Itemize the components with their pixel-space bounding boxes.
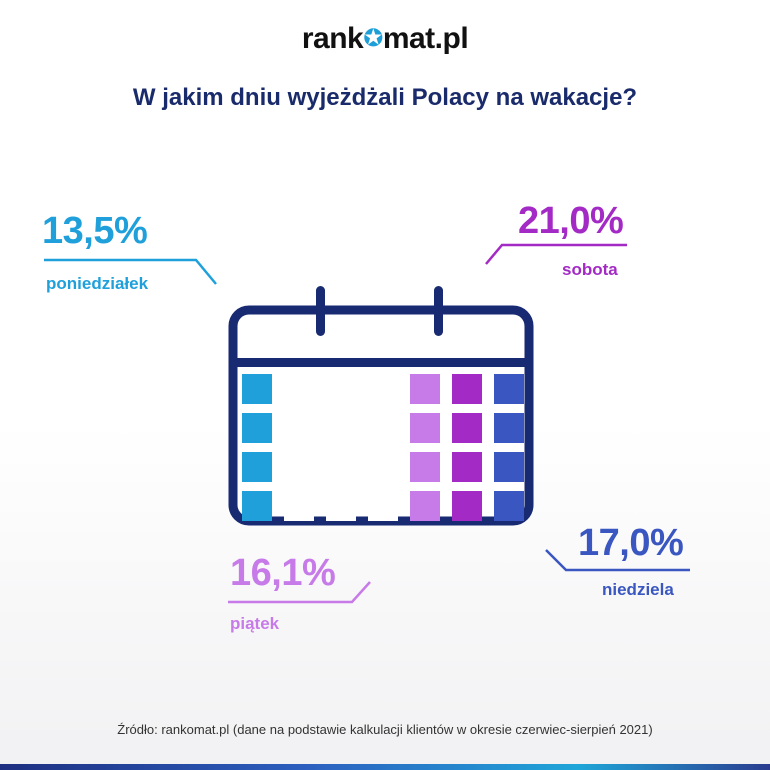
calendar-cell-thursday	[368, 413, 398, 443]
leader-line-friday	[228, 581, 371, 604]
calendar-cell-tuesday	[284, 452, 314, 482]
label-monday: poniedziałek	[46, 274, 149, 293]
source-note: Źródło: rankomat.pl (dane na podstawie k…	[117, 722, 653, 737]
calendar-cell-sunday	[494, 413, 524, 443]
calendar-cell-friday	[410, 491, 440, 521]
calendar-cell-saturday	[452, 452, 482, 482]
percentage-monday: 13,5%	[42, 210, 148, 252]
calendar-cell-sunday	[494, 374, 524, 404]
calendar-cell-tuesday	[284, 491, 314, 521]
calendar-cell-friday	[410, 452, 440, 482]
calendar-cell-wednesday	[326, 491, 356, 521]
calendar-cell-wednesday	[326, 413, 356, 443]
calendar-header-divider	[233, 358, 529, 367]
percentage-saturday: 21,0%	[518, 200, 624, 242]
star-icon: ✪	[363, 25, 383, 52]
calendar-cell-sunday	[494, 491, 524, 521]
calendar-cell-monday	[242, 374, 272, 404]
calendar-cell-monday	[242, 413, 272, 443]
bottom-gradient-bar	[0, 764, 770, 770]
label-friday: piątek	[230, 614, 280, 633]
calendar-cell-wednesday	[326, 452, 356, 482]
calendar-cell-tuesday	[284, 374, 314, 404]
leader-line-saturday	[485, 243, 627, 265]
percentage-sunday: 17,0%	[578, 522, 684, 564]
page-title: W jakim dniu wyjeżdżali Polacy na wakacj…	[132, 84, 638, 111]
label-saturday: sobota	[562, 260, 618, 279]
calendar-ring-left	[316, 286, 325, 336]
calendar-cell-saturday	[452, 491, 482, 521]
calendar-cell-thursday	[368, 491, 398, 521]
calendar-cell-thursday	[368, 452, 398, 482]
label-sunday: niedziela	[602, 580, 674, 599]
percentage-friday: 16,1%	[230, 552, 336, 594]
calendar-cell-thursday	[368, 374, 398, 404]
calendar-cell-sunday	[494, 452, 524, 482]
calendar-cell-saturday	[452, 413, 482, 443]
calendar-cell-friday	[410, 413, 440, 443]
calendar-ring-right	[434, 286, 443, 336]
calendar-cell-saturday	[452, 374, 482, 404]
calendar-cell-tuesday	[284, 413, 314, 443]
calendar-cell-wednesday	[326, 374, 356, 404]
calendar-cell-monday	[242, 452, 272, 482]
leader-line-sunday	[545, 549, 690, 572]
rankomat-logo: rank✪mat.pl	[301, 22, 469, 55]
calendar-cell-monday	[242, 491, 272, 521]
leader-line-monday	[44, 258, 217, 285]
calendar-cell-friday	[410, 374, 440, 404]
